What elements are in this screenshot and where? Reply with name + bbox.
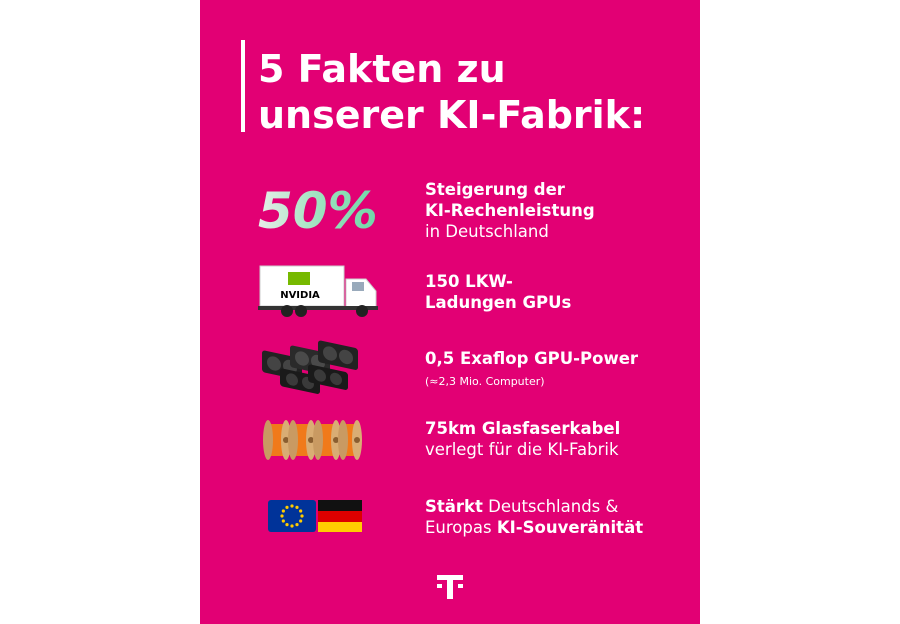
flags-icon (268, 500, 362, 532)
title-line: unserer KI-Fabrik: (258, 93, 645, 137)
fact-text: KI-Souveränität (497, 518, 643, 537)
gpu-icon (262, 340, 358, 394)
highlight: 50% (258, 182, 378, 240)
fact-line: 75km Glasfaserkabel (425, 419, 620, 438)
fact-text: 0,5 Exaflop GPU-Power (425, 349, 639, 368)
fact-line: Ladungen GPUs (425, 293, 571, 312)
fact-text: Europas (425, 518, 497, 537)
telekom-logo (437, 575, 463, 599)
title-bar (241, 40, 245, 132)
cable-icon (263, 420, 362, 460)
fact-line: 0,5 Exaflop GPU-Power (425, 349, 639, 368)
fact-line: Europas KI-Souveränität (425, 518, 643, 537)
fact-line: in Deutschland (425, 222, 549, 241)
fact-text: KI-Rechenleistung (425, 201, 595, 220)
fact-text: Ladungen GPUs (425, 293, 571, 312)
fact-text: 75km Glasfaserkabel (425, 419, 620, 438)
fact-line: KI-Rechenleistung (425, 201, 595, 220)
title-line: 5 Fakten zu (258, 47, 506, 91)
fact-text: Deutschlands & (483, 497, 619, 516)
fact-line: Steigerung der (425, 180, 566, 199)
fact-text: Steigerung der (425, 180, 566, 199)
fact-text: Stärkt (425, 497, 483, 516)
fact-text: verlegt für die KI-Fabrik (425, 440, 619, 459)
fact-line: verlegt für die KI-Fabrik (425, 440, 619, 459)
icon-text: NVIDIA (280, 290, 320, 301)
fact-text: 150 LKW- (425, 272, 513, 291)
fact-line: 150 LKW- (425, 272, 513, 291)
fact-note: (≈2,3 Mio. Computer) (425, 375, 545, 388)
fact-text: in Deutschland (425, 222, 549, 241)
truck-icon: NVIDIA (258, 265, 378, 317)
fact-line: Stärkt Deutschlands & (425, 497, 619, 516)
